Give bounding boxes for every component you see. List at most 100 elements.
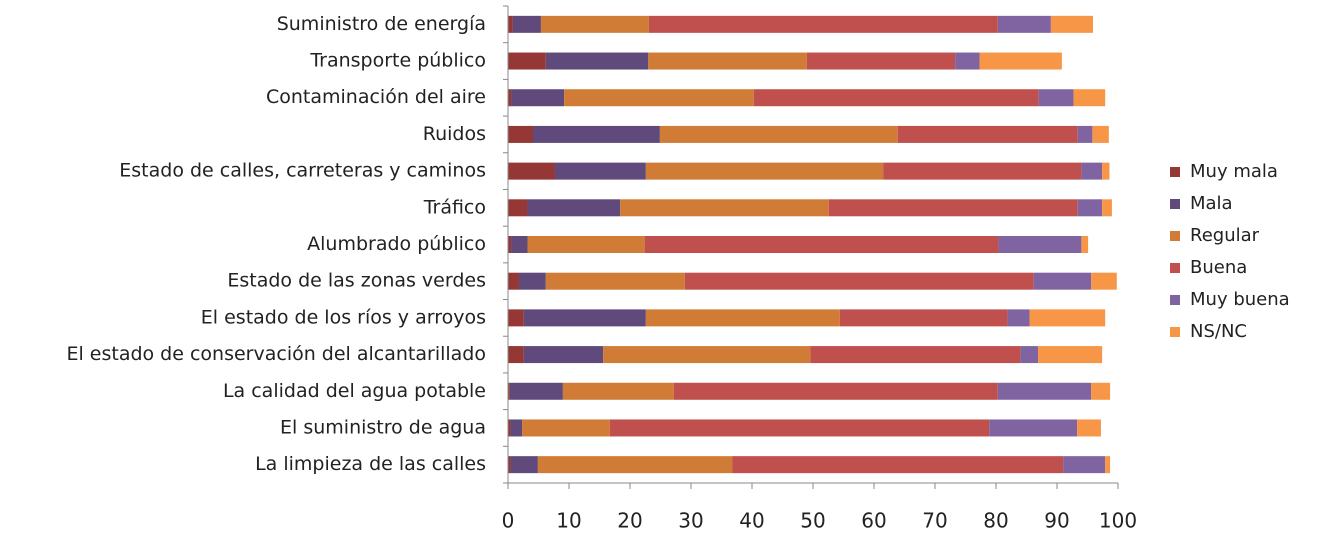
- category-label: La calidad del agua potable: [223, 380, 486, 402]
- bar-segment: [1081, 162, 1103, 180]
- category-label: Contaminación del aire: [266, 86, 486, 108]
- bar-segment: [511, 236, 528, 253]
- bar-segment: [1073, 89, 1106, 107]
- x-tick-label: 10: [556, 509, 581, 533]
- legend-label: Regular: [1190, 225, 1260, 246]
- bar-segment: [564, 89, 754, 107]
- legend-label: Buena: [1190, 257, 1247, 278]
- bar-segment: [732, 456, 1064, 474]
- bar-segment: [510, 419, 523, 437]
- bar-segment: [1077, 125, 1093, 143]
- bar-segment: [1092, 125, 1109, 143]
- bar-segment: [1050, 15, 1093, 33]
- bar-segment: [673, 382, 998, 400]
- bar-segment: [554, 162, 646, 180]
- bar-segment: [509, 382, 563, 400]
- bar-segment: [828, 199, 1078, 217]
- bar-segment: [512, 15, 541, 33]
- x-tick-label: 0: [502, 509, 515, 533]
- bar-segment: [645, 309, 840, 327]
- category-label: Suministro de energía: [277, 13, 486, 35]
- bar-segment: [1007, 309, 1030, 327]
- bar-segment: [545, 272, 685, 290]
- bar-segment: [603, 346, 811, 364]
- x-tick-label: 70: [922, 509, 947, 533]
- bar-segment: [897, 125, 1078, 143]
- category-label: Estado de las zonas verdes: [227, 270, 486, 292]
- bar-segment: [989, 419, 1078, 437]
- bar-segment: [508, 52, 546, 70]
- bar-segment: [648, 52, 807, 70]
- bar-segment: [508, 162, 555, 180]
- category-label: Alumbrado público: [307, 233, 486, 255]
- x-tick-label: 60: [861, 509, 886, 533]
- bar-segment: [1081, 236, 1089, 253]
- bar-segment: [998, 236, 1082, 253]
- bar-segment: [508, 89, 512, 107]
- bar-segment: [644, 236, 999, 253]
- bar-segment: [753, 89, 1039, 107]
- legend-swatch: [1170, 263, 1180, 273]
- legend-swatch: [1170, 231, 1180, 241]
- x-tick-label: 80: [983, 509, 1008, 533]
- bar-segment: [997, 15, 1051, 33]
- bar-segment: [839, 309, 1008, 327]
- legend-label: Mala: [1190, 193, 1233, 214]
- bar-segment: [511, 89, 565, 107]
- bar-segment: [955, 52, 980, 70]
- bar-segment: [979, 52, 1062, 70]
- bar-segment: [508, 125, 534, 143]
- bar-segment: [527, 236, 645, 253]
- bar-segment: [609, 419, 990, 437]
- legend-label: Muy buena: [1190, 289, 1290, 310]
- bar-segment: [1102, 162, 1110, 180]
- category-label: El suministro de agua: [280, 416, 486, 438]
- bar-segment: [537, 456, 733, 474]
- bar-segment: [508, 456, 511, 474]
- bar-segment: [1105, 456, 1111, 474]
- bar-segment: [659, 125, 898, 143]
- category-label: El estado de conservación del alcantaril…: [66, 343, 486, 365]
- x-tick-label: 40: [739, 509, 764, 533]
- legend-label: NS/NC: [1190, 321, 1247, 342]
- bar-segment: [562, 382, 674, 400]
- bar-segment: [1038, 89, 1074, 107]
- bar-segment: [1038, 346, 1103, 364]
- bar-segment: [508, 15, 513, 33]
- bar-segment: [527, 199, 621, 217]
- bar-segment: [523, 309, 646, 327]
- legend-swatch: [1170, 167, 1180, 177]
- bar-segment: [510, 456, 538, 474]
- bar-segment: [997, 382, 1092, 400]
- bar-segment: [533, 125, 660, 143]
- category-label: Transporte público: [309, 50, 486, 72]
- bar-segment: [1077, 199, 1103, 217]
- bar-segment: [648, 15, 998, 33]
- bar-segment: [810, 346, 1021, 364]
- bar-segment: [518, 272, 546, 290]
- bar-segment: [1029, 309, 1106, 327]
- bar-segment: [1091, 382, 1111, 400]
- x-tick-label: 90: [1044, 509, 1069, 533]
- bar-segment: [508, 382, 510, 400]
- bar-segment: [1063, 456, 1106, 474]
- legend-swatch: [1170, 295, 1180, 305]
- bar-segment: [508, 309, 524, 327]
- category-label: Ruidos: [423, 123, 486, 145]
- bar-segment: [508, 346, 524, 364]
- bar-segment: [645, 162, 884, 180]
- bar-segment: [540, 15, 649, 33]
- category-label: La limpieza de las calles: [255, 453, 486, 475]
- x-tick-label: 50: [800, 509, 825, 533]
- bar-segment: [1091, 272, 1117, 290]
- bar-segment: [523, 346, 604, 364]
- bar-segment: [1077, 419, 1101, 437]
- x-tick-label: 30: [678, 509, 703, 533]
- bar-segment: [684, 272, 1034, 290]
- bar-segment: [522, 419, 610, 437]
- bar-segment: [1102, 199, 1112, 217]
- bar-segment: [883, 162, 1082, 180]
- bar-segment: [508, 199, 528, 217]
- category-label: Estado de calles, carreteras y caminos: [119, 160, 486, 182]
